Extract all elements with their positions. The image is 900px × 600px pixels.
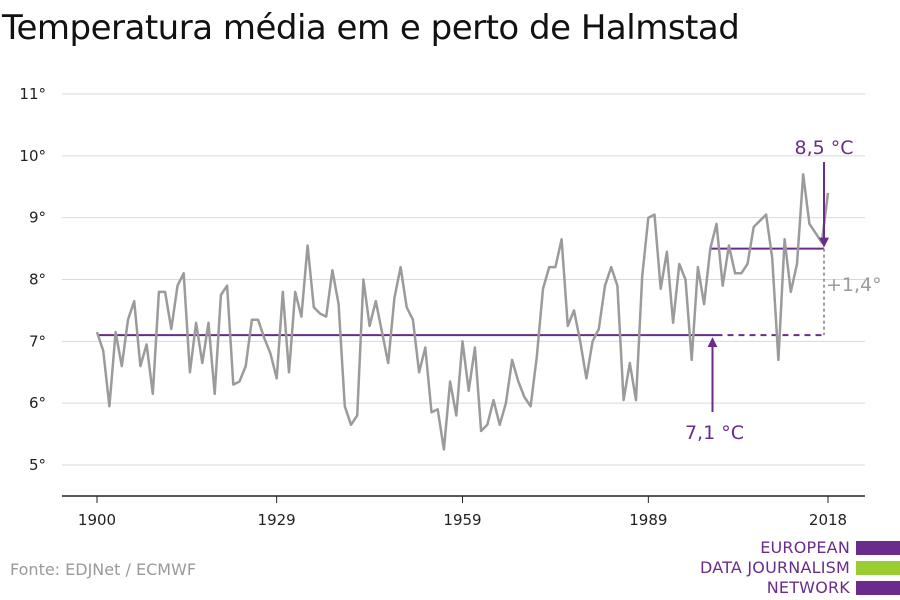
logo-bar-3 xyxy=(856,581,900,595)
x-tick-label: 1989 xyxy=(629,511,667,529)
source-note: Fonte: EDJNet / ECMWF xyxy=(10,560,197,579)
logo-bar-1 xyxy=(856,541,900,555)
chart-title: Temperatura média em e perto de Halmstad xyxy=(2,8,740,48)
x-tick-label: 1959 xyxy=(443,511,481,529)
x-tick-label: 1900 xyxy=(78,511,116,529)
logo-bar-2 xyxy=(856,561,900,575)
y-tick-label: 9° xyxy=(29,209,46,227)
x-tick-label: 2018 xyxy=(809,511,847,529)
logo-line-1: EUROPEAN xyxy=(760,538,850,557)
y-tick-label: 7° xyxy=(29,332,46,350)
recent-annotation-label: 8,5 °C xyxy=(794,137,853,159)
difference-label: +1,4° xyxy=(826,274,882,296)
x-tick-label: 1929 xyxy=(258,511,296,529)
edjnet-logo: EUROPEAN DATA JOURNALISM NETWORK xyxy=(700,538,900,598)
temperature-series-line xyxy=(95,173,830,451)
y-tick-label: 8° xyxy=(29,271,46,289)
y-tick-label: 10° xyxy=(19,147,46,165)
logo-line-3: NETWORK xyxy=(766,578,850,597)
logo-line-2: DATA JOURNALISM xyxy=(700,558,850,577)
y-tick-label: 6° xyxy=(29,394,46,412)
y-tick-label: 11° xyxy=(19,85,46,103)
y-tick-label: 5° xyxy=(29,456,46,474)
baseline-annotation-label: 7,1 °C xyxy=(685,422,744,444)
